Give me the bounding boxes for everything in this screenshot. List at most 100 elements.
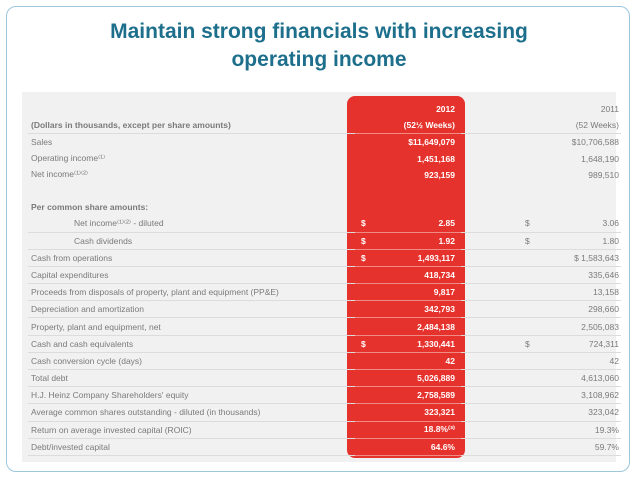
table-row: H.J. Heinz Company Shareholders' equity 2… [28,386,621,405]
value-2012: 9,817 [355,283,461,302]
value-2012: 923,159 [424,169,455,180]
row-label: Property, plant and equipment, net [28,317,327,336]
slide-border [6,6,630,472]
table-row: Total debt 5,026,889 4,613,060 [28,369,621,388]
value-2012: 1,451,168 [417,153,455,164]
cell-value: 3.06 [602,218,619,229]
cell-value: 342,793 [424,304,455,315]
value-2012: $2.85 [355,215,461,233]
cell-value: 335,646 [588,269,619,280]
currency-symbol: $ [525,218,530,229]
section-heading-row: Per common share amounts: [28,199,621,215]
value-2012: 342,793 [355,300,461,319]
row-label: Cash and cash equivalents [28,334,327,353]
row-label: Depreciation and amortization [28,300,327,319]
table-row: Cash conversion cycle (days) 42 42 [28,352,621,371]
cell-value: 724,311 [588,338,619,349]
table-row: Property, plant and equipment, net 2,484,… [28,317,621,336]
slide-title-line-1: Maintain strong financials with increasi… [110,20,528,43]
weeks-2012-header: (52½ Weeks) [355,117,461,135]
cell-value: 19.3% [594,424,619,435]
cell-value: 2,505,083 [581,321,619,332]
cell-value: 2,484,138 [417,321,455,332]
table-row: Average common shares outstanding - dilu… [28,403,621,422]
row-label: Total debt [28,369,327,388]
table-row: Cash and cash equivalents $1,330,441 $724,… [28,334,621,353]
cell-value: 1.92 [438,235,455,246]
table-row: Capital expenditures 418,734 335,646 [28,266,621,285]
spacer-row [28,183,621,199]
value-2011: $10,706,588 [571,137,619,148]
table-row: Proceeds from disposals of property, pla… [28,283,621,302]
cell-value: 3,108,962 [581,390,619,401]
cell-value: 5,026,889 [417,373,455,384]
value-2011: $3.06 [521,215,621,233]
cell-value: 42 [445,355,455,366]
value-2011: $ 1,583,643 [521,248,621,267]
weeks-2011-header: (52 Weeks) [521,117,621,135]
value-2012: $11,649,079 [408,137,455,148]
financial-summary-table: 2012 2011 (Dollars in thousands, except … [28,101,621,456]
value-2012: $1,493,117 [355,248,461,267]
financial-table-body: 2012 2011 (Dollars in thousands, except … [28,101,621,456]
row-label: Sales [31,137,53,148]
cell-value: 9,817 [433,287,455,298]
row-label: Cash dividends [28,232,327,250]
units-label: (Dollars in thousands, except per share … [28,117,327,135]
cell-value: 18.8%⁽³⁾ [423,424,455,435]
slide-title-line-2: operating income [231,48,407,71]
cell-value: 323,042 [588,407,619,418]
value-2011: $724,311 [521,334,621,353]
value-2011: 19.3% [521,421,621,439]
cell-value: 1.80 [602,235,619,246]
cell-value: 59.7% [594,441,619,452]
value-2012: $1,330,441 [355,334,461,353]
table-header-year-row: 2012 2011 [28,101,621,117]
row-label: Net income⁽¹⁾⁽²⁾ [31,169,89,180]
table-row: Operating income⁽¹⁾ 1,451,168 1,648,190 [28,151,621,167]
value-2011: 1,648,190 [581,153,619,164]
value-2011: 2,505,083 [521,317,621,336]
currency-symbol: $ [525,235,530,246]
value-2011: 59.7% [521,438,621,456]
row-label: Cash conversion cycle (days) [28,352,327,371]
value-2012: 5,026,889 [355,369,461,388]
row-label: Debt/invested capital [28,438,327,456]
financial-table-panel: 2012 2011 (Dollars in thousands, except … [22,92,621,462]
currency-symbol: $ [525,338,530,349]
cell-value: 418,734 [424,269,455,280]
cell-value: 323,321 [424,407,455,418]
table-header-weeks-row: (Dollars in thousands, except per share … [28,117,621,135]
cell-value: 2.85 [438,218,455,229]
value-2012: 18.8%⁽³⁾ [355,421,461,439]
currency-symbol: $ [361,218,366,229]
cell-value: 13,158 [593,287,619,298]
section-heading: Per common share amounts: [31,202,149,213]
cell-value: 42 [609,355,619,366]
row-label: Cash from operations [28,248,327,267]
table-row: Return on average invested capital (ROIC… [28,421,621,439]
table-row: Depreciation and amortization 342,793 298,… [28,300,621,319]
table-row: Net income⁽¹⁾⁽²⁾ 923,159 989,510 [28,167,621,183]
row-label: H.J. Heinz Company Shareholders' equity [28,386,327,405]
value-2012: $1.92 [355,232,461,250]
row-label: Operating income⁽¹⁾ [31,153,106,164]
row-label: Capital expenditures [28,266,327,285]
table-row: Net income⁽¹⁾⁽²⁾ - diluted $2.85 $3.06 [28,215,621,233]
value-2011: 298,660 [521,300,621,319]
row-label: Return on average invested capital (ROIC… [28,421,327,439]
cell-value: 298,660 [588,304,619,315]
value-2011: 4,613,060 [521,369,621,388]
value-2012: 323,321 [355,403,461,422]
value-2012: 418,734 [355,266,461,285]
slide-title: Maintain strong financials with increasi… [0,18,638,74]
table-row: Debt/invested capital 64.6% 59.7% [28,438,621,456]
cell-value: $ 1,583,643 [574,252,619,263]
year-2012-header: 2012 [436,104,455,115]
currency-symbol: $ [361,235,366,246]
value-2011: 323,042 [521,403,621,422]
value-2012: 2,484,138 [355,317,461,336]
cell-value: 1,330,441 [417,338,455,349]
value-2011: 42 [521,352,621,371]
cell-value: 1,493,117 [417,252,455,263]
